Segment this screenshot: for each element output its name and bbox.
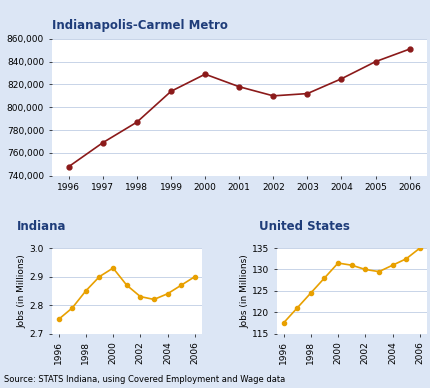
Y-axis label: Jobs (in Millions): Jobs (in Millions): [18, 254, 27, 328]
Text: Source: STATS Indiana, using Covered Employment and Wage data: Source: STATS Indiana, using Covered Emp…: [4, 375, 285, 384]
Y-axis label: Jobs (in Millions): Jobs (in Millions): [240, 254, 249, 328]
Text: Indianapolis-Carmel Metro: Indianapolis-Carmel Metro: [52, 19, 227, 32]
Text: Indiana: Indiana: [17, 220, 67, 232]
Text: United States: United States: [259, 220, 350, 232]
